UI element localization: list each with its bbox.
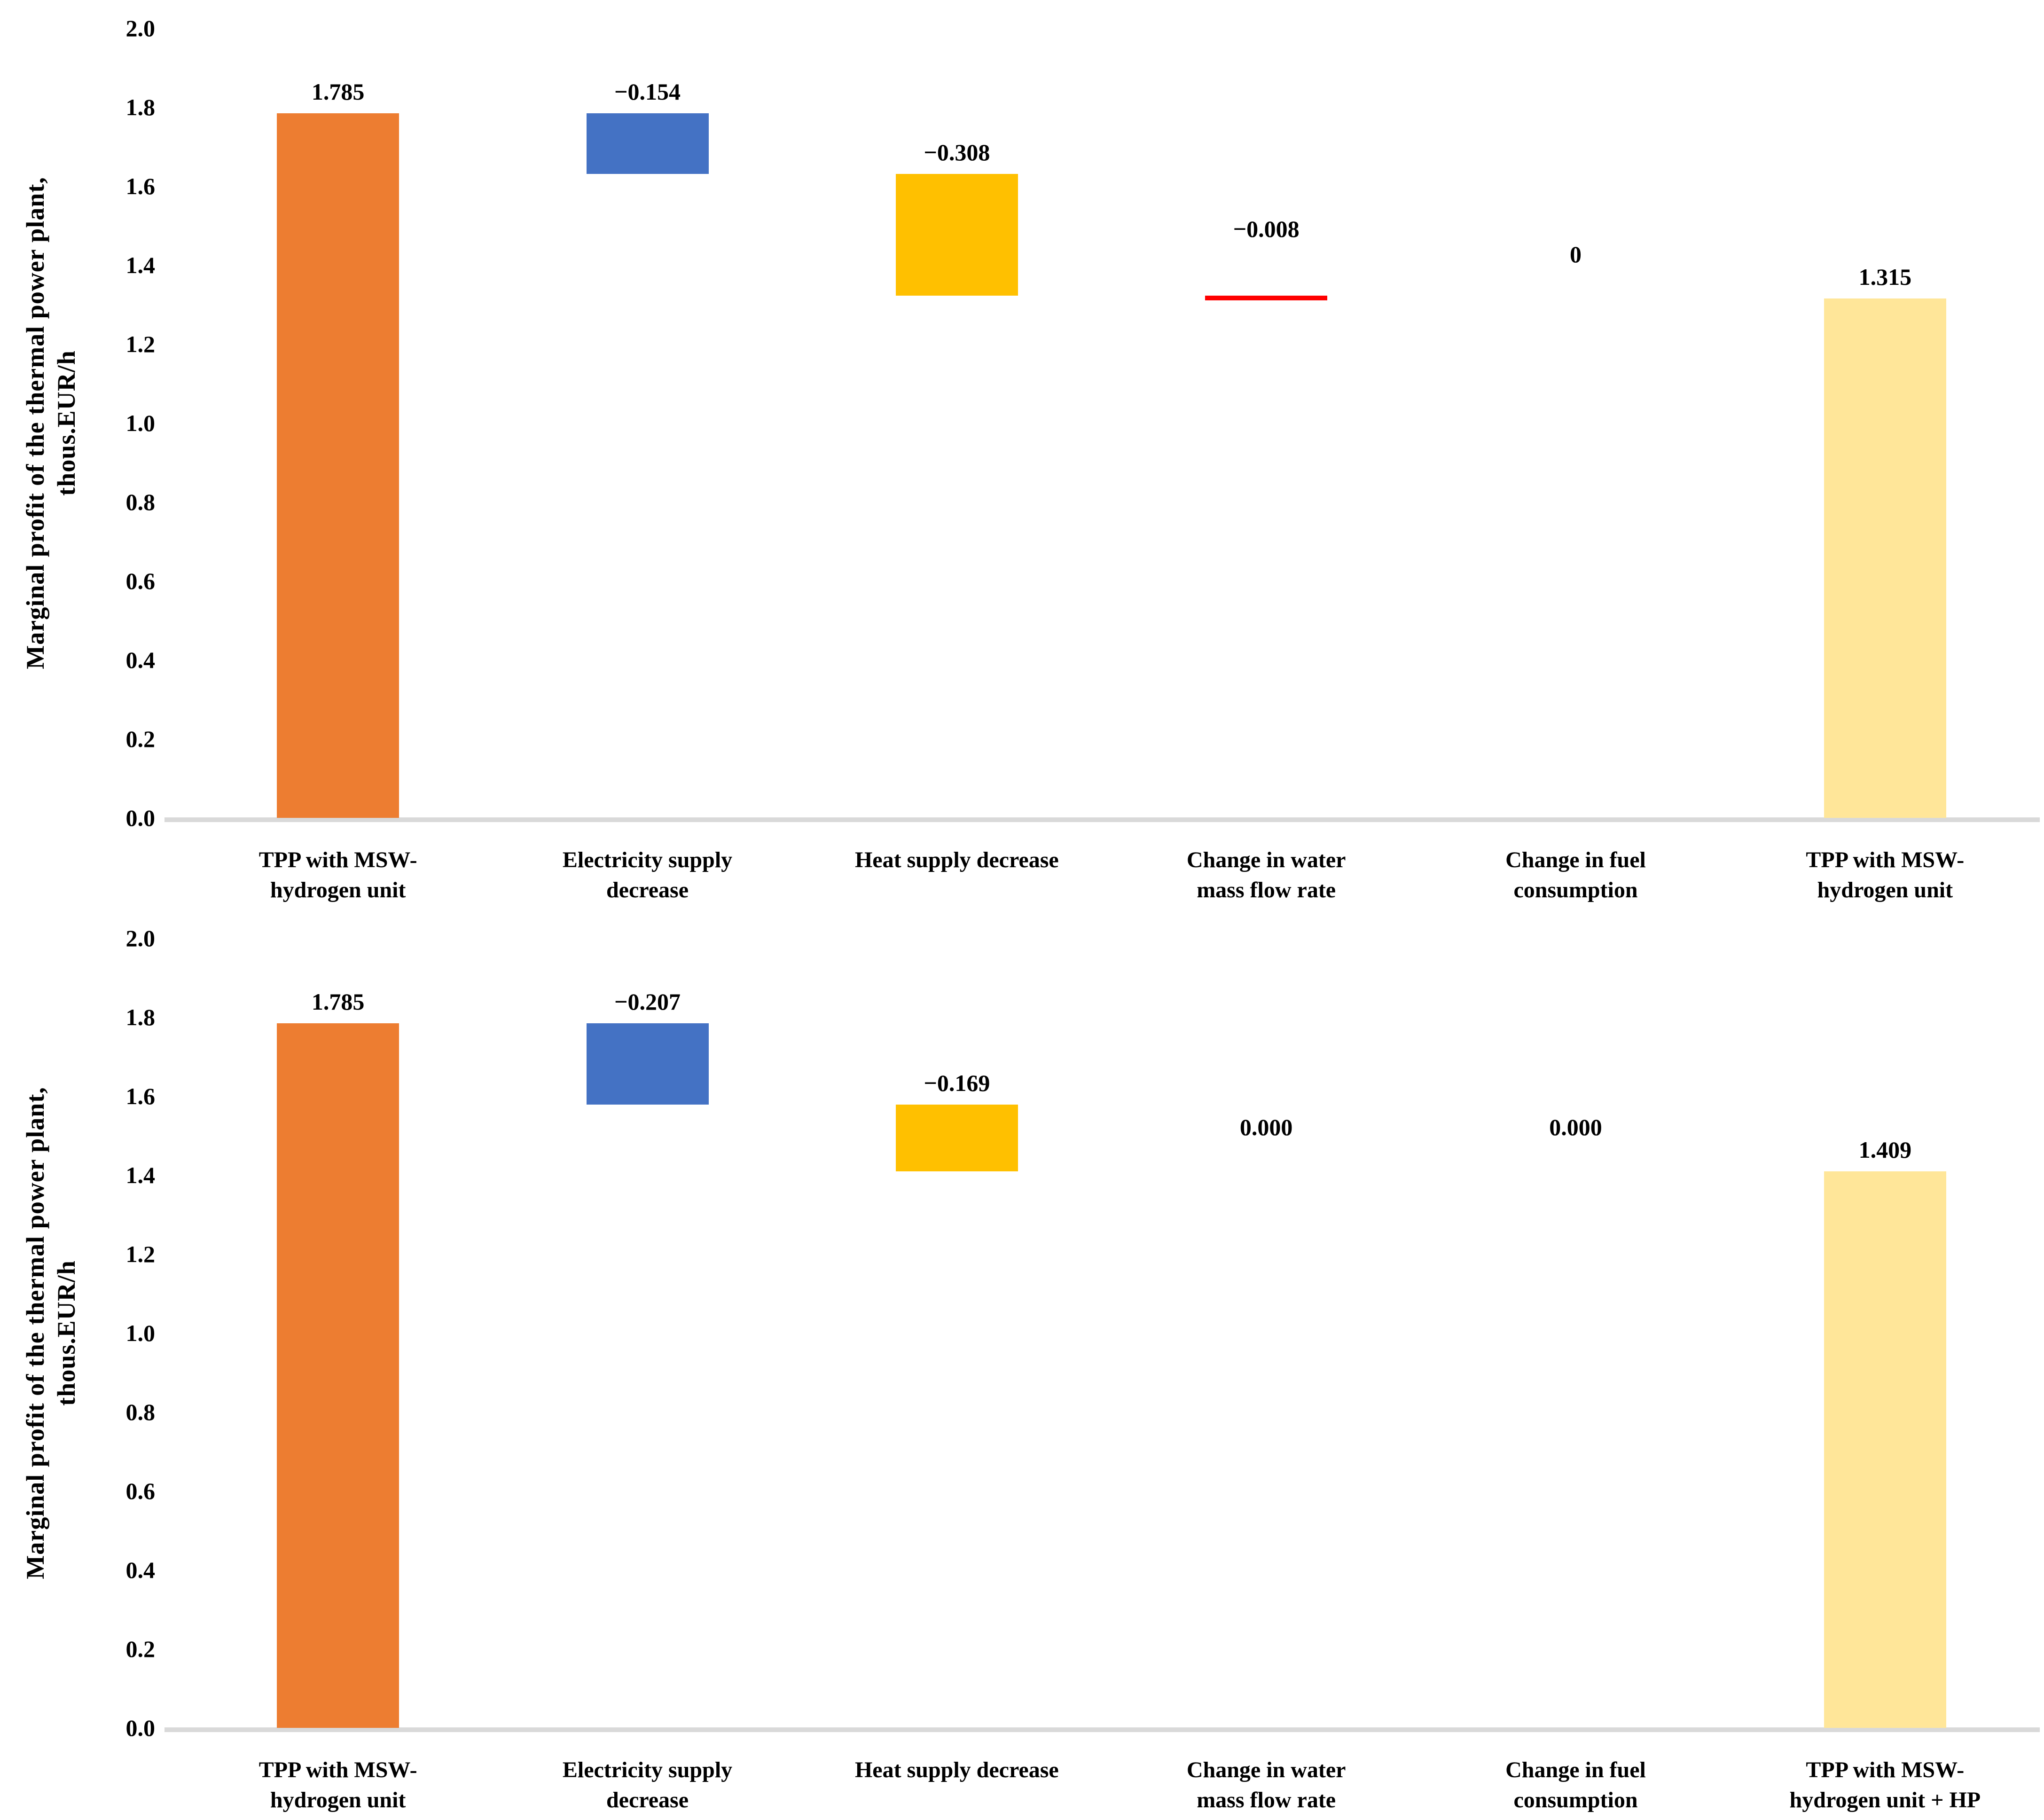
category-label: TPP with MSW-hydrogen unit <box>178 1755 498 1815</box>
category-label: Heat supply decrease <box>797 1755 1117 1785</box>
y-tick-label: 1.8 <box>125 94 156 120</box>
category-label: Change in fuel consumption <box>1416 1755 1736 1815</box>
category-label-line: decrease <box>606 1788 689 1812</box>
y-tick-label: 0.8 <box>125 1399 156 1425</box>
waterfall-chart-top: Marginal profit of the thermal power pla… <box>21 15 2044 905</box>
category-label-line: mass flow rate <box>1197 878 1336 902</box>
category-label: TPP with MSW-hydrogen unit <box>1725 845 2044 905</box>
y-tick-label: 1.0 <box>125 410 156 436</box>
category-label-line: Change in fuel <box>1505 1757 1646 1782</box>
category-label-line: TPP with MSW- <box>1806 1757 1965 1782</box>
value-label: 1.785 <box>311 78 365 105</box>
category-label-line: consumption <box>1513 1788 1638 1812</box>
waterfall-bar-segment <box>586 1023 709 1105</box>
category-label: Electricity supply decrease <box>488 845 807 905</box>
category-label: TPP with MSW-hydrogen unit + HP <box>1725 1755 2044 1815</box>
category-label-line: TPP with MSW- <box>258 1757 417 1782</box>
waterfall-bar-segment <box>586 113 709 174</box>
y-tick-label: 1.6 <box>125 1083 156 1109</box>
waterfall-bar-segment <box>895 1105 1018 1172</box>
category-label: Change in water mass flow rate <box>1106 1755 1426 1815</box>
category-label-line: Electricity supply <box>562 1757 733 1782</box>
y-tick-label: 0.2 <box>125 1636 156 1662</box>
y-tick-label: 0.4 <box>125 1557 156 1583</box>
category-label: TPP with MSW-hydrogen unit <box>178 845 498 905</box>
value-label: 0.000 <box>1239 1114 1293 1141</box>
y-tick-label: 2.0 <box>125 15 156 41</box>
value-label: 0 <box>1570 241 1582 268</box>
y-tick-label: 0.6 <box>125 1478 156 1504</box>
y-tick-label: 0.8 <box>125 489 156 515</box>
category-label-line: Heat supply decrease <box>854 847 1059 872</box>
category-label-line: Change in fuel <box>1505 847 1646 872</box>
value-label: 1.409 <box>1858 1137 1912 1163</box>
y-tick-label: 0.0 <box>125 805 156 831</box>
category-label-line: mass flow rate <box>1197 1788 1336 1812</box>
category-label-line: hydrogen unit + HP <box>1789 1788 1981 1812</box>
category-label-line: Change in water <box>1186 847 1346 872</box>
value-label: 0.000 <box>1549 1114 1602 1141</box>
value-label: 1.315 <box>1858 264 1912 290</box>
category-label-line: hydrogen unit <box>1817 878 1953 902</box>
category-label-line: Change in water <box>1186 1757 1346 1782</box>
y-tick-label: 2.0 <box>125 925 156 951</box>
value-label: −0.008 <box>1233 215 1300 242</box>
category-label-line: Heat supply decrease <box>854 1757 1059 1782</box>
x-axis-line <box>164 817 2040 822</box>
category-label-line: TPP with MSW- <box>1806 847 1965 872</box>
category-label-line: hydrogen unit <box>270 1788 406 1812</box>
y-tick-label: 1.4 <box>125 1162 156 1188</box>
y-tick-label: 0.2 <box>125 726 156 752</box>
value-label: 1.785 <box>311 988 365 1015</box>
y-tick-label: 1.2 <box>125 331 156 357</box>
y-tick-label: 1.2 <box>125 1241 156 1267</box>
category-label-line: TPP with MSW- <box>258 847 417 872</box>
category-label-line: decrease <box>606 878 689 902</box>
y-tick-label: 0.6 <box>125 568 156 594</box>
waterfall-bar-segment <box>1205 295 1328 300</box>
y-tick-label: 1.0 <box>125 1320 156 1346</box>
category-label: Electricity supply decrease <box>488 1755 807 1815</box>
category-label: Change in water mass flow rate <box>1106 845 1426 905</box>
y-tick-label: 1.8 <box>125 1004 156 1030</box>
value-label: −0.154 <box>614 78 681 105</box>
y-tick-label: 0.0 <box>125 1715 156 1741</box>
waterfall-bar-segment <box>1824 298 1946 818</box>
waterfall-bar-segment <box>277 1023 399 1728</box>
category-label-line: consumption <box>1513 878 1638 902</box>
x-axis-line <box>164 1727 2040 1732</box>
y-tick-label: 1.6 <box>125 173 156 199</box>
category-label: Heat supply decrease <box>797 845 1117 875</box>
waterfall-bar-segment <box>277 113 399 818</box>
waterfall-bar-segment <box>1824 1171 1946 1728</box>
value-label: −0.207 <box>614 988 681 1015</box>
y-tick-label: 1.4 <box>125 252 156 278</box>
value-label: −0.308 <box>924 139 990 165</box>
category-label-line: Electricity supply <box>562 847 733 872</box>
category-label-line: hydrogen unit <box>270 878 406 902</box>
waterfall-bar-segment <box>895 173 1018 296</box>
category-label: Change in fuel consumption <box>1416 845 1736 905</box>
value-label: −0.169 <box>924 1070 990 1097</box>
waterfall-chart-bottom: Marginal profit of the thermal power pla… <box>0 910 2044 1820</box>
y-tick-label: 0.4 <box>125 647 156 673</box>
